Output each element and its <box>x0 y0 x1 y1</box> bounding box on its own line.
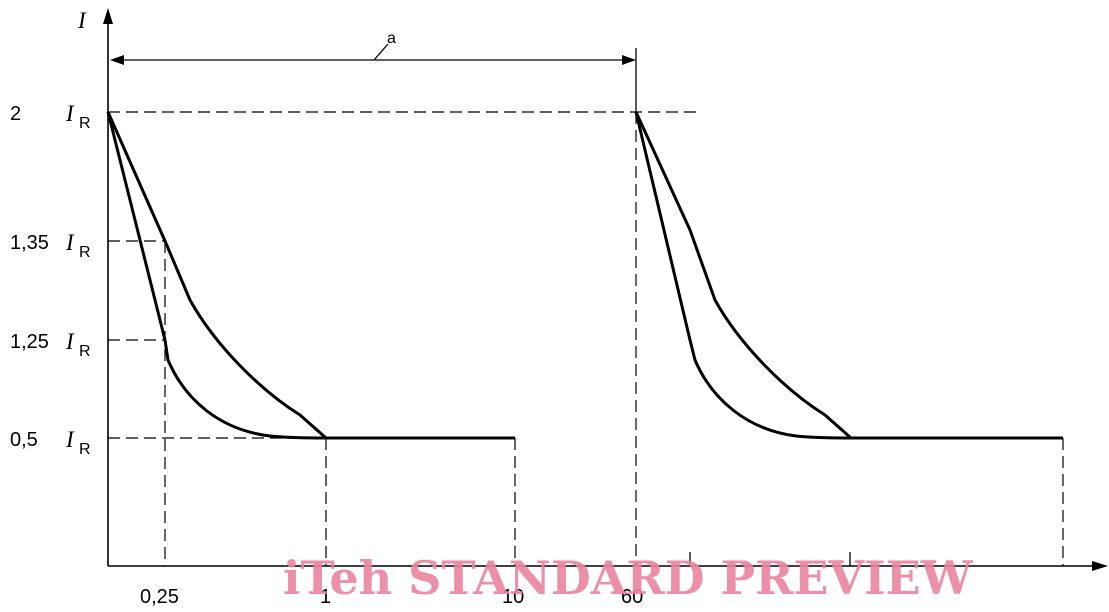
level-0-5-coef: 0,5 <box>10 429 38 451</box>
second-pulse-upper-curve <box>634 111 852 440</box>
first-pulse-lower-curve <box>106 111 327 440</box>
level-1-25-coef: 1,25 <box>10 331 49 353</box>
level-1-25-subscript: R <box>79 343 91 360</box>
y-axis-arrowhead <box>103 8 113 24</box>
level-label-0-5: 0,5 I R <box>10 427 91 458</box>
level-label-2: 2 I R <box>10 101 91 132</box>
level-1-35-coef: 1,35 <box>10 232 49 254</box>
watermark: iTeh STANDARD PREVIEW <box>283 551 974 605</box>
x-tick-label-10: 10 <box>502 586 524 608</box>
second-pulse-lower-curve <box>634 111 852 440</box>
level-label-1-25: 1,25 I R <box>10 329 91 360</box>
level-1-35-subscript: R <box>79 244 91 261</box>
interval-label: a <box>387 30 396 47</box>
level-2-coef: 2 <box>10 103 21 125</box>
interval-arrowhead-left <box>110 55 124 65</box>
level-2-symbol: I <box>65 101 75 126</box>
y-axis-label: I <box>77 8 87 33</box>
level-label-1-35: 1,35 I R <box>10 230 91 261</box>
level-2-subscript: R <box>79 115 91 132</box>
first-pulse-upper-curve <box>106 111 327 440</box>
level-0-5-subscript: R <box>79 441 91 458</box>
level-0-5-symbol: I <box>65 427 75 452</box>
x-tick-label-0-25: 0,25 <box>140 586 179 608</box>
interval-arrowhead-right <box>622 55 636 65</box>
level-1-25-symbol: I <box>65 329 75 354</box>
x-tick-label-60: 60 <box>621 586 643 608</box>
x-axis-arrowhead <box>1092 561 1108 571</box>
x-tick-label-1: 1 <box>320 586 331 608</box>
interval-label-leader <box>373 43 389 61</box>
level-1-35-symbol: I <box>65 230 75 255</box>
